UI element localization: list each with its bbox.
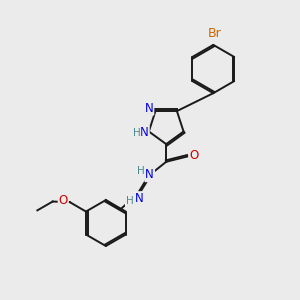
Text: N: N [145,168,154,181]
Text: Br: Br [208,27,222,40]
Text: O: O [189,149,199,162]
Text: H: H [126,196,134,206]
Text: H: H [137,166,145,176]
Text: H: H [133,128,140,138]
Text: N: N [145,102,153,115]
Text: N: N [134,192,143,205]
Text: N: N [140,127,149,140]
Text: O: O [58,194,68,207]
